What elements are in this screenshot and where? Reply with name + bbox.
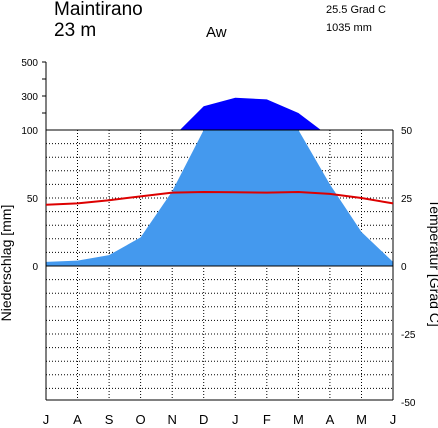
temperature-line [45,190,394,206]
precip-tick-label: 500 [21,58,38,69]
temp-tick-label: -25 [401,330,416,341]
precip-humid-area [46,130,393,266]
precip-tick-label: 300 [21,92,38,103]
month-label: A [73,412,82,427]
month-label: M [293,412,304,427]
temp-tick-label: -50 [401,398,416,409]
month-label: O [136,412,146,427]
temperature-series [45,190,394,206]
temp-tick-label: 0 [401,262,407,273]
month-label: J [390,412,397,427]
precip-tick-label: 100 [21,126,38,137]
mean-temperature: 25.5 Grad C [326,4,386,16]
precip-areas [46,97,393,266]
precip-perhumid-area [179,97,321,130]
temp-tick-label: 25 [401,194,413,205]
annual-precipitation: 1035 mm [326,22,372,34]
chart-axes [42,61,394,401]
climate-class: Aw [206,24,227,41]
month-label: N [168,412,177,427]
station-elevation: 23 m [54,20,97,41]
month-label: A [326,412,335,427]
month-label: J [43,412,50,427]
precip-tick-label: 0 [32,262,38,273]
month-label: J [232,412,239,427]
month-label: M [356,412,367,427]
precip-tick-label: 50 [27,194,39,205]
month-label: S [105,412,114,427]
month-label: F [263,412,271,427]
station-name: Maintirano [54,0,143,20]
temp-tick-label: 50 [401,126,413,137]
month-label: D [199,412,208,427]
